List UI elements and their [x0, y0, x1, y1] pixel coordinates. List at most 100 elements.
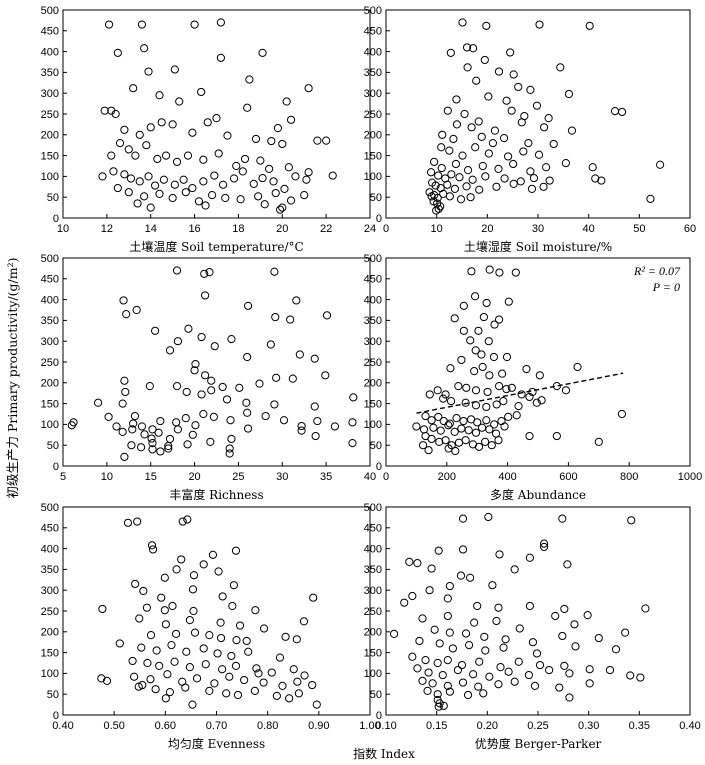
y-tick-label: 100: [364, 171, 382, 183]
data-point: [545, 665, 554, 675]
data-point: [182, 647, 191, 656]
plot-frame: [385, 257, 691, 467]
data-point: [610, 106, 620, 116]
data-point: [212, 114, 221, 123]
data-point: [210, 342, 219, 351]
data-point: [222, 395, 232, 404]
data-point: [439, 394, 448, 403]
y-tick-label: 0: [53, 213, 59, 225]
data-point: [502, 96, 511, 105]
data-point: [539, 542, 549, 552]
data-point: [205, 686, 214, 695]
data-point: [528, 638, 538, 647]
data-point: [463, 63, 472, 72]
data-point: [482, 416, 491, 425]
data-point: [147, 434, 156, 443]
data-point: [446, 48, 455, 57]
data-point: [529, 173, 539, 183]
data-point: [510, 677, 519, 686]
data-point: [526, 85, 535, 94]
data-point: [443, 681, 452, 690]
data-point: [304, 168, 313, 177]
data-point: [154, 428, 163, 437]
data-point: [171, 629, 181, 638]
data-point: [525, 553, 534, 562]
data-point: [322, 311, 332, 320]
data-point: [213, 649, 222, 658]
x-axis-label: 优势度 Berger-Parker: [475, 736, 602, 751]
data-point: [172, 382, 182, 391]
data-point: [471, 143, 480, 152]
data-point: [537, 396, 546, 405]
data-point: [218, 665, 227, 674]
data-point: [177, 555, 186, 564]
data-point: [168, 601, 177, 611]
data-point: [206, 437, 215, 446]
x-tick-label: 0.25: [527, 720, 548, 732]
data-point: [419, 425, 429, 434]
data-point: [525, 601, 534, 611]
data-point: [147, 541, 157, 550]
data-point: [484, 512, 493, 522]
data-point: [118, 399, 127, 408]
data-point: [482, 298, 491, 308]
data-point: [242, 636, 251, 646]
data-point: [104, 20, 114, 29]
stat-annotation: P = 0: [652, 280, 680, 294]
data-point: [500, 174, 509, 183]
data-point: [153, 154, 162, 164]
data-point: [161, 151, 171, 160]
data-point: [480, 632, 489, 641]
data-point: [190, 628, 200, 637]
y-tick-label: 350: [364, 315, 382, 327]
data-point: [252, 664, 261, 673]
data-point: [415, 636, 424, 646]
data-point: [475, 657, 484, 666]
data-point: [462, 383, 471, 392]
data-point: [275, 205, 285, 214]
data-point: [216, 618, 225, 627]
x-tick-label: 20: [276, 223, 288, 235]
data-point: [216, 18, 225, 27]
data-point: [178, 517, 187, 526]
data-point: [229, 581, 238, 590]
x-tick-label: 0.50: [103, 720, 124, 732]
data-point: [487, 441, 496, 450]
y-tick-label: 0: [376, 710, 382, 722]
y-tick-label: 300: [41, 585, 59, 597]
data-point: [152, 646, 161, 655]
data-point: [514, 82, 523, 92]
y-tick-label: 150: [41, 150, 59, 162]
y-tick-label: 100: [364, 419, 382, 431]
y-tick-label: 250: [41, 357, 59, 369]
y-tick-label: 400: [364, 46, 382, 58]
data-point: [512, 411, 521, 420]
data-point: [425, 188, 434, 197]
data-point: [532, 101, 542, 110]
data-point: [164, 444, 173, 453]
data-point: [148, 545, 158, 554]
data-point: [143, 658, 152, 668]
data-point: [510, 565, 519, 574]
data-point: [191, 359, 200, 369]
data-point: [205, 631, 214, 640]
data-point: [225, 449, 234, 458]
data-point: [431, 181, 440, 190]
data-point: [539, 182, 548, 191]
y-tick-label: 500: [364, 253, 382, 265]
data-point: [181, 188, 190, 197]
data-point: [181, 414, 190, 423]
y-tick-label: 450: [364, 523, 382, 535]
data-point: [489, 352, 499, 362]
data-point: [130, 411, 140, 421]
data-point: [466, 573, 475, 582]
data-point: [251, 606, 260, 615]
data-point: [462, 43, 472, 52]
y-tick-label: 50: [47, 192, 59, 204]
data-point: [294, 689, 303, 698]
data-point: [427, 564, 436, 573]
data-point: [146, 203, 155, 212]
data-point: [495, 268, 504, 277]
data-point: [100, 106, 109, 115]
